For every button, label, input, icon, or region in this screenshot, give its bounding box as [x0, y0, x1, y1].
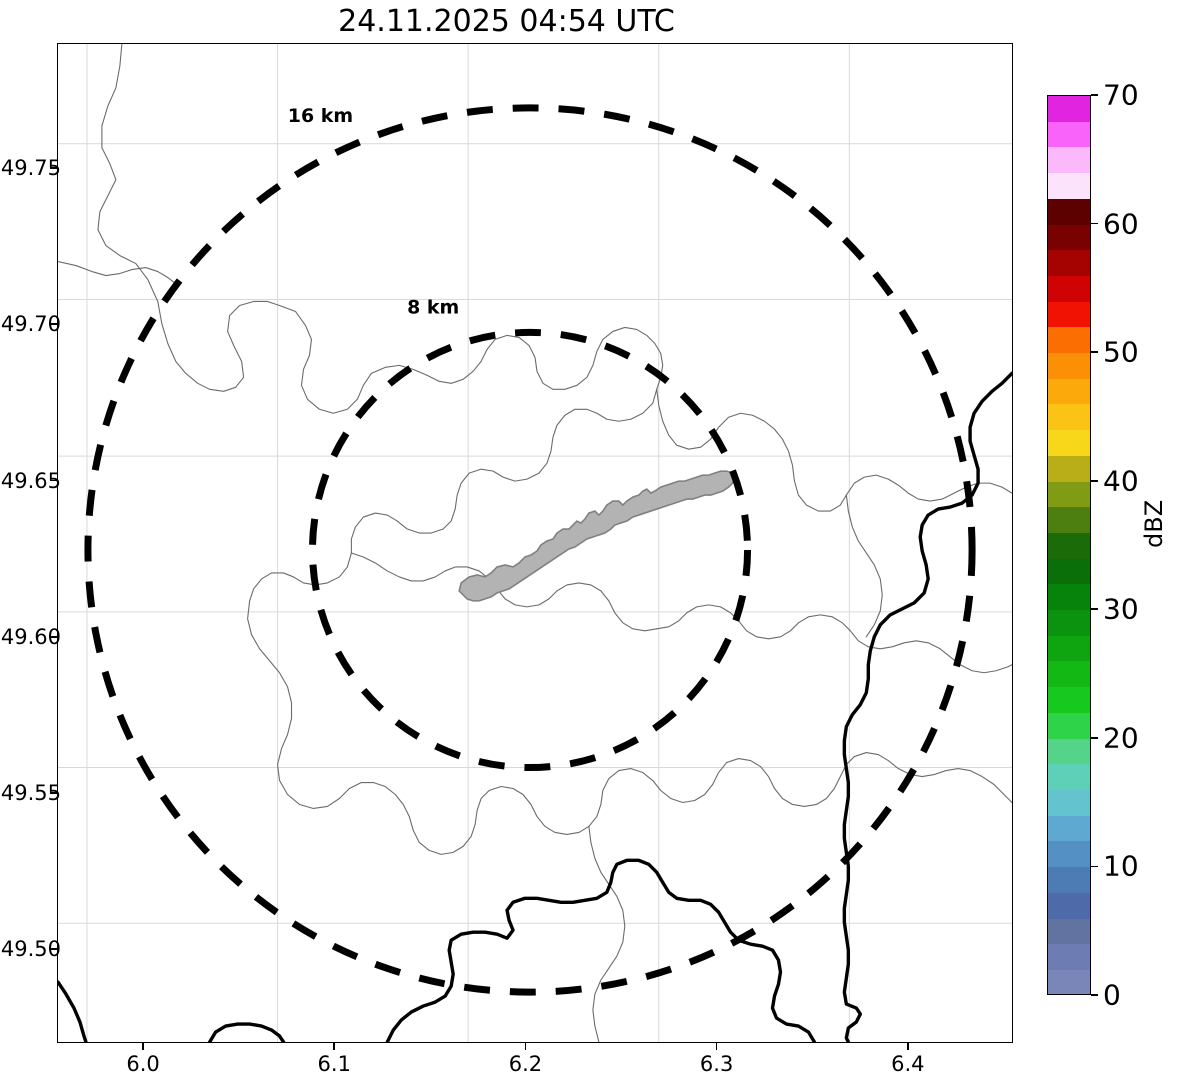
colorbar-tick-mark	[1091, 351, 1098, 354]
colorbar-band	[1048, 584, 1090, 611]
colorbar-tick-label: 30	[1103, 592, 1139, 626]
range-ring-16km	[84, 104, 976, 996]
colorbar-band	[1048, 969, 1090, 994]
x-tick-label: 6.1	[317, 1052, 351, 1076]
x-tick-label: 6.0	[126, 1052, 160, 1076]
x-tick-mark	[333, 1043, 336, 1050]
colorbar-tick-mark	[1091, 994, 1098, 996]
colorbar-tick-label: 50	[1103, 335, 1139, 369]
colorbar-band	[1048, 96, 1090, 122]
range-ring-label-8km: 8 km	[407, 296, 459, 318]
colorbar-band	[1048, 353, 1090, 379]
colorbar-gradient	[1047, 95, 1091, 995]
y-tick-mark	[50, 479, 57, 482]
colorbar-band	[1048, 224, 1090, 251]
colorbar-band	[1048, 430, 1090, 456]
y-tick-label: 49.75	[0, 156, 61, 180]
colorbar-band	[1048, 867, 1090, 893]
colorbar-tick-mark	[1091, 222, 1098, 225]
range-ring-8km	[308, 328, 752, 772]
y-tick-mark	[50, 635, 57, 638]
colorbar-band	[1048, 481, 1090, 508]
y-tick-label: 49.55	[0, 781, 61, 805]
colorbar-tick-mark	[1091, 94, 1098, 96]
colorbar-band	[1048, 738, 1090, 765]
national-border	[58, 371, 1012, 1042]
x-tick-mark	[142, 1043, 144, 1050]
colorbar-tick-mark	[1091, 608, 1098, 611]
radar-map-axes: 16 km 8 km	[57, 43, 1013, 1043]
colorbar-band	[1048, 661, 1090, 688]
y-tick-label: 49.65	[0, 468, 61, 493]
colorbar-band	[1048, 892, 1090, 919]
x-tick-label: 6.3	[699, 1052, 734, 1076]
colorbar-band	[1048, 173, 1090, 199]
colorbar-tick-label: 70	[1103, 78, 1139, 112]
colorbar-band	[1048, 275, 1090, 302]
colorbar-tick-label: 60	[1103, 207, 1139, 241]
y-tick-mark	[50, 323, 57, 326]
colorbar-band	[1048, 789, 1090, 816]
x-tick-mark	[907, 1043, 909, 1050]
colorbar: 0 10 20 30 40 50 60 70	[1047, 79, 1139, 1012]
colorbar-band	[1048, 147, 1090, 174]
colorbar-band	[1048, 198, 1090, 225]
x-tick-mark	[524, 1043, 527, 1050]
colorbar-tick-label: 40	[1103, 464, 1139, 498]
colorbar-band	[1048, 635, 1090, 662]
colorbar-band	[1048, 610, 1090, 636]
y-tick-mark	[50, 948, 57, 951]
colorbar-tick-label: 10	[1103, 849, 1139, 883]
colorbar-band	[1048, 687, 1090, 713]
y-tick-mark	[50, 167, 57, 169]
commune-borders	[58, 44, 1012, 1042]
colorbar-band	[1048, 404, 1090, 431]
colorbar-band	[1048, 764, 1090, 790]
colorbar-tick-mark	[1091, 736, 1098, 739]
x-tick-mark	[715, 1043, 718, 1050]
map-canvas: 16 km 8 km	[58, 44, 1012, 1042]
colorbar-band	[1048, 918, 1090, 945]
colorbar-band	[1048, 327, 1090, 354]
colorbar-band	[1048, 378, 1090, 405]
colorbar-band	[1048, 455, 1090, 482]
x-tick-label: 6.2	[508, 1052, 543, 1076]
range-rings	[84, 104, 976, 996]
colorbar-tick-label: 20	[1103, 721, 1139, 755]
range-ring-label-16km: 16 km	[288, 105, 353, 127]
colorbar-band	[1048, 121, 1090, 148]
colorbar-band	[1048, 712, 1090, 739]
colorbar-band	[1048, 301, 1090, 328]
city-polygon	[458, 470, 736, 602]
colorbar-band	[1048, 532, 1090, 559]
colorbar-band	[1048, 507, 1090, 533]
colorbar-band	[1048, 558, 1090, 585]
colorbar-band	[1048, 815, 1090, 842]
x-tick-label: 6.4	[891, 1052, 925, 1076]
y-tick-mark	[50, 792, 57, 794]
gridlines	[58, 44, 1012, 1042]
y-tick-label: 49.60	[0, 624, 61, 649]
colorbar-band	[1048, 944, 1090, 970]
colorbar-band	[1048, 250, 1090, 276]
page-title: 24.11.2025 04:54 UTC	[338, 4, 675, 39]
colorbar-tick-label: 0	[1103, 978, 1121, 1012]
colorbar-axis-label: dBZ	[1140, 499, 1168, 548]
y-tick-label: 49.70	[0, 312, 61, 337]
y-tick-label: 49.50	[0, 937, 61, 962]
colorbar-tick-mark	[1091, 479, 1098, 482]
colorbar-tick-mark	[1091, 865, 1098, 868]
colorbar-band	[1048, 841, 1090, 868]
